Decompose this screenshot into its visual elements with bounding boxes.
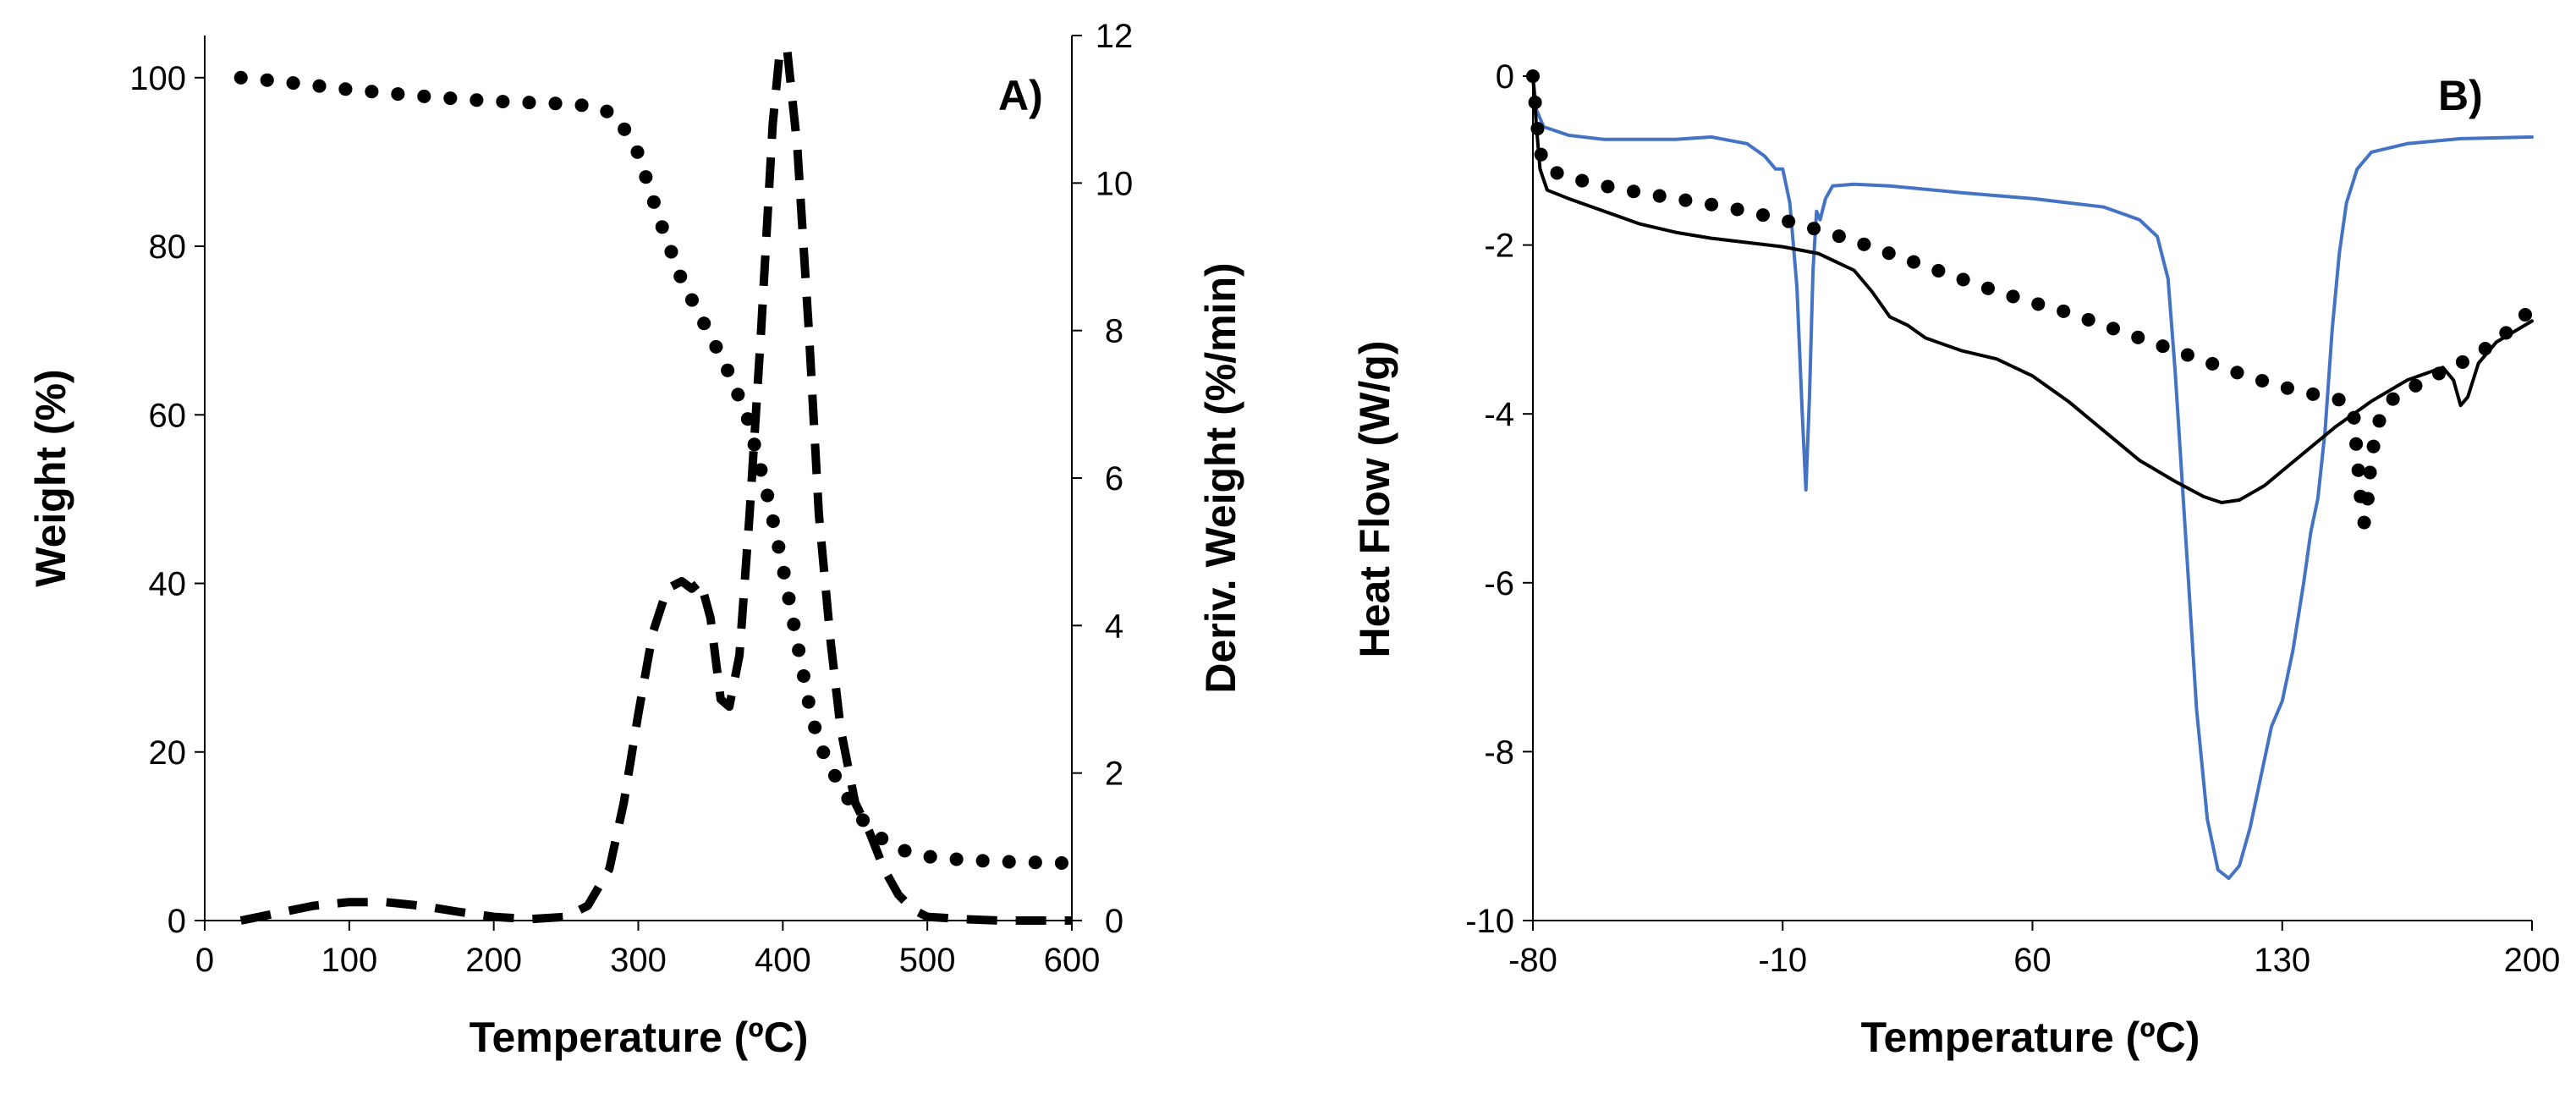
panel-a-y-tick-label: 0 xyxy=(168,903,186,940)
panel-a-y2-tick-label: 10 xyxy=(1096,165,1134,202)
panel-a-x-tick-label: 500 xyxy=(899,942,956,979)
panel-a-y-tick-label: 100 xyxy=(129,60,186,97)
panel-b-y-tick-label: -8 xyxy=(1484,734,1514,771)
panel-a-y2-tick-label: 12 xyxy=(1096,18,1134,55)
panel-b-y-tick-label: -4 xyxy=(1484,396,1514,433)
panel-b-x-tick-label: 200 xyxy=(2504,942,2561,979)
panel-a-x-tick-label: 600 xyxy=(1044,942,1101,979)
panel-a-x-tick-label: 0 xyxy=(195,942,214,979)
panel-a-label: A) xyxy=(998,72,1043,119)
panel-b-y-title: Heat Flow (W/g) xyxy=(1351,341,1398,658)
panel-b-series-dotted-line xyxy=(1526,69,2539,531)
panel-a-y2-tick-label: 6 xyxy=(1105,460,1123,498)
panel-a-x-title: Temperature (ºC) xyxy=(470,1014,809,1061)
panel-b-series xyxy=(1526,69,2539,881)
panel-a-y-tick-label: 80 xyxy=(149,228,187,266)
panel-b-x-tick-label: 130 xyxy=(2254,942,2310,979)
panel-a-y-tick-label: 40 xyxy=(149,566,187,603)
panel-a-x-tick-label: 300 xyxy=(610,942,667,979)
panel-a-x-tick-label: 400 xyxy=(755,942,811,979)
panel-a-series-weight-line xyxy=(233,70,1079,871)
panel-b-series-blue-line xyxy=(1531,74,2534,881)
panel-a-series-deriv-weight-line xyxy=(239,46,1072,925)
panel-a-x-tick-label: 200 xyxy=(465,942,522,979)
panel-a-y-tick-label: 20 xyxy=(149,734,187,772)
panel-a-y-tick-label: 60 xyxy=(149,397,187,434)
panel-a-y2-title: Deriv. Weight (%/min) xyxy=(1197,262,1244,693)
panel-b-y-tick-label: -6 xyxy=(1484,565,1514,602)
panel-a-x-tick-label: 100 xyxy=(321,942,377,979)
panel-b-y-tick-label: -10 xyxy=(1465,903,1514,940)
panel-b-x-tick-label: -10 xyxy=(1758,942,1807,979)
panel-b-label: B) xyxy=(2438,72,2483,119)
panel-b-y-tick-label: 0 xyxy=(1496,58,1514,96)
panel-a-y-title: Weight (%) xyxy=(27,369,74,586)
panel-b-y-tick-label: -2 xyxy=(1484,228,1514,265)
panel-a-y2-tick-label: 8 xyxy=(1105,313,1123,350)
panel-a-y2-tick-label: 2 xyxy=(1105,756,1123,793)
panel-b-x-tick-label: 60 xyxy=(2013,942,2051,979)
panel-b-series-black-line xyxy=(1531,74,2534,504)
panel-a-series xyxy=(233,46,1079,925)
panel-a-y2-tick-label: 4 xyxy=(1105,607,1123,645)
panel-b-x-tick-label: -80 xyxy=(1508,942,1557,979)
panel-a-y2-tick-label: 0 xyxy=(1105,903,1123,940)
panel-b-x-title: Temperature (ºC) xyxy=(1861,1014,2200,1061)
panel-a: 0 100 200 300 400 500 600020406080100024681012… xyxy=(27,18,1244,1061)
